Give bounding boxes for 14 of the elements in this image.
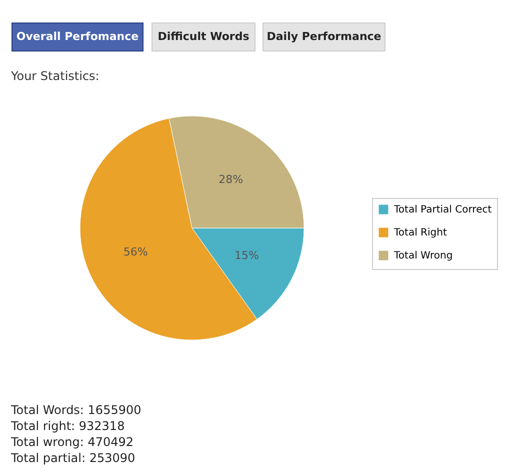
text: Total wrong: 470492 [10,435,134,449]
text: Difficult Words [158,30,250,43]
text: Total right: 932318 [10,419,125,433]
text: Total partial: 253090 [10,451,136,465]
text: Overall Perfomance [16,30,139,43]
legend-label: Total Right [393,228,447,238]
text: Daily Performance [266,30,382,43]
data-label: 15% [234,249,259,262]
legend-label: Total Partial Correct [393,204,492,216]
data-label: 56% [123,246,148,259]
legend-label: Total Wrong [393,250,453,262]
data-label: 28% [218,173,244,186]
text: Total Words: 1655900 [10,403,142,417]
chart-title: Your Statistics: [10,69,100,83]
